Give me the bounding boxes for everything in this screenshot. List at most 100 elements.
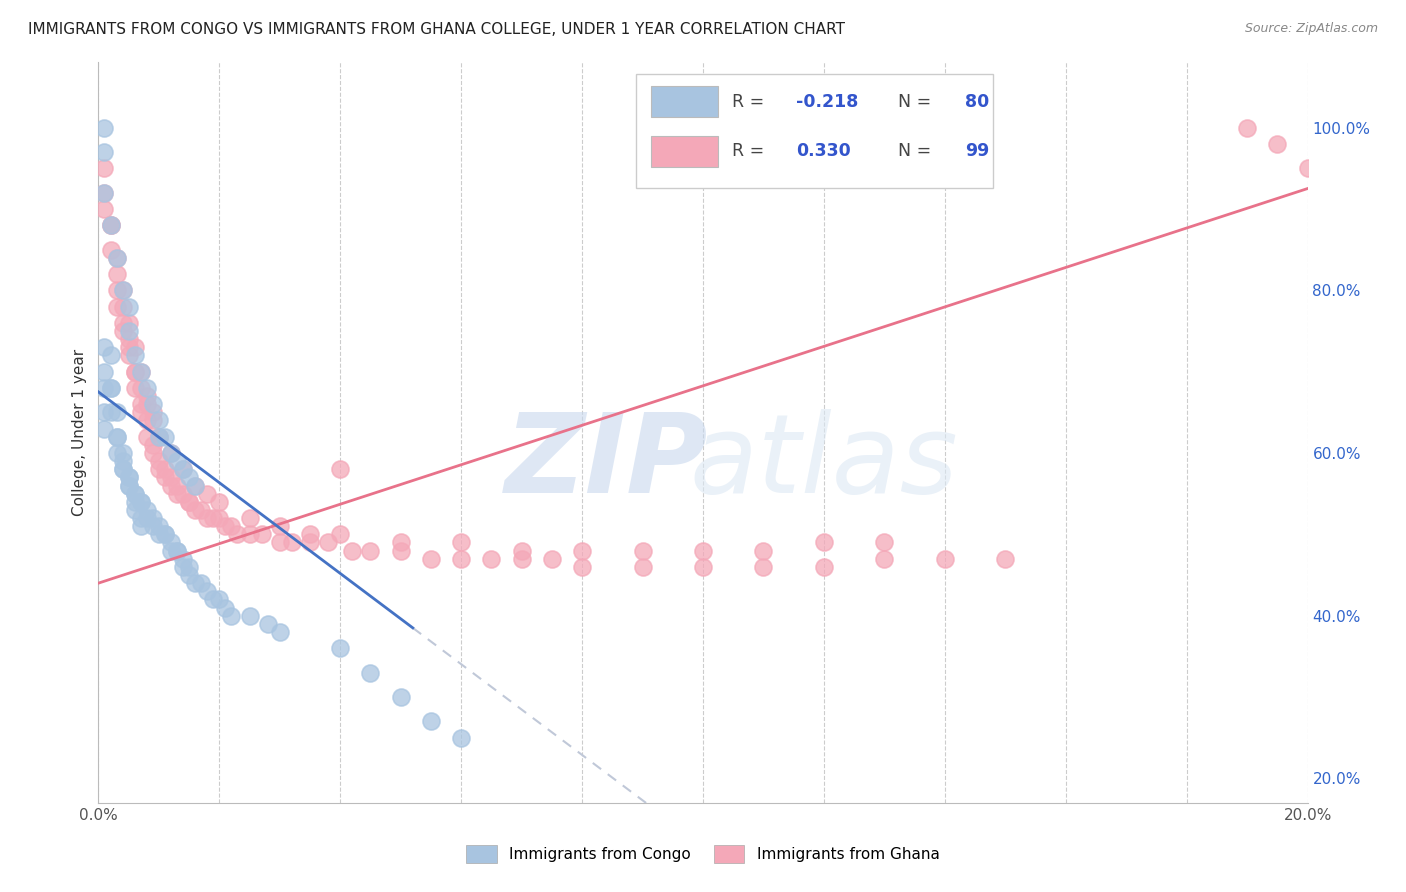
Point [752,559,775,574]
Point [142,446,165,460]
Point [166,478,188,492]
Point [179,495,201,509]
Point [111,324,134,338]
Point [692,543,714,558]
Point [184,478,207,492]
Text: 80: 80 [966,93,990,111]
Point [129,511,152,525]
Point [226,527,249,541]
Point [124,486,146,500]
Point [166,454,188,468]
Text: 99: 99 [966,143,990,161]
Point [118,348,141,362]
Point [129,495,152,509]
Point [142,438,165,452]
Point [105,283,128,297]
Point [129,397,152,411]
Point [450,731,472,745]
Point [195,511,218,525]
Point [142,511,165,525]
Point [153,470,176,484]
Point [1267,136,1289,151]
Point [105,267,128,281]
Point [100,381,122,395]
Point [111,283,134,297]
Point [172,486,194,500]
Point [111,462,134,476]
Point [153,462,176,476]
Point [329,641,352,656]
Point [481,551,503,566]
Point [256,616,278,631]
Point [166,543,188,558]
Point [148,454,170,468]
Point [142,413,165,427]
Point [208,592,231,607]
Point [160,543,183,558]
Point [221,608,243,623]
Point [160,446,183,460]
Point [202,511,225,525]
Point [148,519,170,533]
Point [142,397,165,411]
Point [184,478,207,492]
Point [118,316,141,330]
Point [269,519,291,533]
Text: Source: ZipAtlas.com: Source: ZipAtlas.com [1244,22,1378,36]
Point [100,381,122,395]
Point [93,340,115,354]
Point [510,543,533,558]
Point [148,430,170,444]
Point [93,186,115,200]
Point [1236,120,1258,135]
Point [118,478,141,492]
Point [148,413,170,427]
Point [105,251,128,265]
Text: atlas: atlas [689,409,959,516]
Point [631,559,654,574]
Point [124,365,146,379]
Point [184,503,207,517]
Point [124,503,146,517]
Text: ZIP: ZIP [505,409,709,516]
Point [118,470,141,484]
Point [179,559,201,574]
Point [111,316,134,330]
Point [135,511,157,525]
Point [1296,161,1319,176]
Point [299,535,322,549]
FancyBboxPatch shape [637,73,993,188]
Point [934,551,956,566]
Point [172,462,194,476]
Point [329,527,352,541]
Point [93,186,115,200]
Point [184,576,207,591]
Point [124,381,146,395]
Point [179,470,201,484]
Point [105,430,128,444]
Point [190,576,212,591]
Point [93,421,115,435]
Point [135,397,157,411]
Point [118,324,141,338]
FancyBboxPatch shape [651,136,717,167]
Point [118,478,141,492]
Point [190,503,212,517]
Text: N =: N = [887,93,936,111]
Point [93,120,115,135]
Point [100,405,122,419]
Point [100,348,122,362]
Point [111,446,134,460]
Point [873,535,896,549]
Point [129,365,152,379]
Point [420,551,443,566]
Point [389,690,412,704]
Point [873,551,896,566]
Point [195,486,218,500]
Point [160,535,183,549]
Point [153,527,176,541]
Point [208,511,231,525]
Point [118,470,141,484]
Point [510,551,533,566]
Point [269,535,291,549]
